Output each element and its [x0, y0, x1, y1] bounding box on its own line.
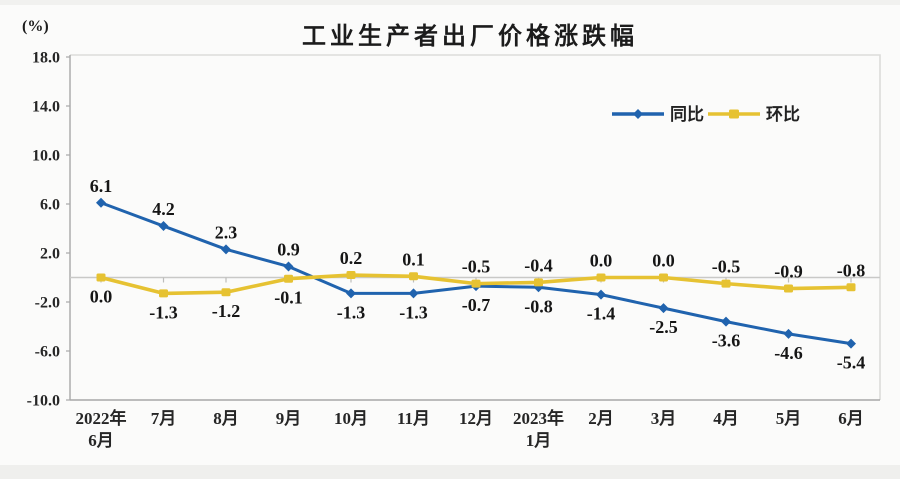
series-marker-0 [96, 197, 106, 208]
series-marker-1 [534, 278, 543, 287]
series-marker-0 [721, 316, 731, 327]
data-label-series-1: 0.2 [340, 248, 363, 268]
data-label-series-1: 0.0 [590, 251, 613, 271]
series-marker-1 [659, 273, 668, 282]
x-tick-label: 7月 [151, 409, 177, 428]
data-label-series-1: -1.3 [149, 302, 178, 322]
legend-label-0: 同比 [670, 104, 704, 124]
y-tick-label: 6.0 [40, 197, 60, 214]
data-label-series-1: 0.0 [90, 287, 113, 307]
x-tick-label: 2022年 [76, 408, 127, 428]
series-marker-0 [158, 221, 169, 232]
data-label-series-0: 2.3 [215, 222, 238, 242]
x-tick-label: 6月 [88, 431, 114, 450]
series-marker-0 [658, 303, 669, 314]
data-label-series-1: -0.5 [462, 257, 491, 277]
y-tick-label: -2.0 [35, 295, 60, 312]
data-label-series-0: -1.3 [337, 302, 366, 322]
x-tick-label: 5月 [776, 409, 802, 428]
data-label-series-0: -1.4 [587, 304, 616, 324]
series-marker-0 [596, 289, 606, 300]
y-tick-label: -6.0 [35, 344, 60, 361]
data-label-series-0: 0.9 [277, 239, 300, 259]
series-marker-1 [284, 274, 293, 283]
bottom-band [0, 465, 900, 479]
chart-title: 工业生产者出厂价格涨跌幅 [302, 24, 638, 50]
y-tick-label: 18.0 [32, 50, 60, 67]
data-label-series-0: -0.7 [462, 295, 491, 315]
data-label-series-0: 6.1 [90, 176, 113, 196]
data-label-series-1: -1.2 [212, 301, 241, 321]
data-label-series-1: -0.1 [274, 288, 303, 308]
data-label-series-0: -0.8 [524, 296, 553, 316]
data-label-series-1: -0.9 [774, 262, 803, 282]
series-marker-1 [409, 272, 418, 281]
series-marker-0 [346, 288, 356, 299]
data-label-series-0: -2.5 [649, 317, 678, 337]
data-label-series-1: -0.4 [524, 255, 553, 275]
data-label-series-0: -4.6 [774, 343, 803, 363]
x-tick-label: 11月 [397, 409, 430, 428]
legend-marker-1 [729, 109, 739, 119]
x-tick-label: 2月 [588, 409, 614, 428]
series-marker-1 [221, 288, 231, 297]
x-tick-label: 6月 [838, 409, 864, 428]
series-marker-1 [784, 284, 793, 293]
series-marker-1 [159, 289, 168, 298]
legend-marker-0 [633, 109, 643, 119]
data-label-series-0: -3.6 [712, 331, 741, 351]
data-label-series-1: -0.8 [837, 260, 866, 280]
x-tick-label: 12月 [459, 409, 493, 428]
series-marker-1 [471, 279, 481, 288]
y-tick-label: -10.0 [27, 393, 60, 410]
data-label-series-1: 0.0 [652, 251, 675, 271]
series-marker-1 [721, 279, 731, 288]
series-marker-0 [221, 244, 231, 255]
x-tick-label: 8月 [213, 409, 239, 428]
data-label-series-0: -5.4 [837, 353, 866, 373]
data-label-series-1: -0.5 [712, 257, 741, 277]
x-tick-label: 3月 [651, 409, 677, 428]
x-tick-label: 10月 [334, 409, 368, 428]
top-band [0, 0, 900, 5]
series-marker-0 [846, 338, 856, 349]
series-marker-0 [283, 261, 294, 272]
x-tick-label: 1月 [526, 431, 552, 450]
plot-border [70, 54, 881, 400]
x-tick-label: 9月 [276, 409, 302, 428]
series-marker-1 [96, 273, 106, 282]
series-marker-1 [596, 273, 606, 282]
y-tick-label: 2.0 [40, 246, 60, 263]
series-marker-0 [783, 328, 794, 339]
y-axis-unit-label: (%) [22, 18, 49, 35]
data-label-series-0: -1.3 [399, 302, 428, 322]
data-label-series-0: 4.2 [152, 199, 175, 219]
series-marker-0 [408, 288, 419, 299]
legend-label-1: 环比 [766, 104, 800, 124]
y-tick-label: 10.0 [32, 148, 60, 165]
x-tick-label: 4月 [713, 409, 739, 428]
y-tick-label: 14.0 [32, 99, 60, 116]
data-label-series-1: 0.1 [402, 249, 425, 269]
series-marker-1 [346, 271, 356, 280]
series-marker-1 [846, 283, 856, 292]
x-tick-label: 2023年 [513, 408, 564, 428]
